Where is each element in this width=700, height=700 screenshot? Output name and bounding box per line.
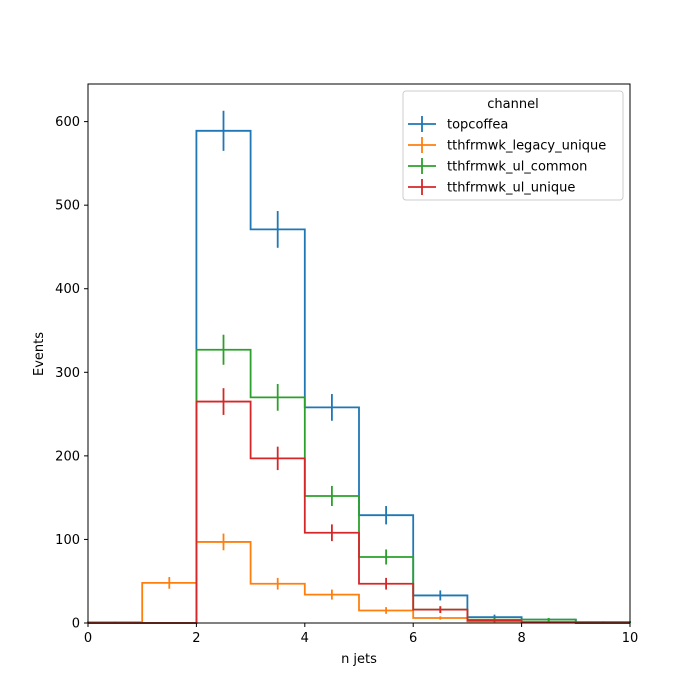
y-tick-label: 400 xyxy=(55,282,80,297)
y-tick-label: 200 xyxy=(55,449,80,464)
legend-entry: tthfrmwk_ul_unique xyxy=(408,179,575,196)
legend-entry: tthfrmwk_ul_common xyxy=(408,158,587,175)
x-tick-label: 0 xyxy=(84,631,92,646)
x-tick-label: 8 xyxy=(517,631,525,646)
legend-label: topcoffea xyxy=(447,118,508,133)
x-tick-label: 2 xyxy=(192,631,200,646)
x-axis-label: n jets xyxy=(341,652,377,667)
legend-entry: tthfrmwk_legacy_unique xyxy=(408,137,606,154)
y-tick-label: 100 xyxy=(55,533,80,548)
y-tick-label: 0 xyxy=(72,617,80,632)
x-tick-label: 10 xyxy=(622,631,639,646)
series-tthfrmwk_ul_unique xyxy=(88,388,630,624)
legend-label: tthfrmwk_ul_common xyxy=(447,160,587,175)
plot-frame xyxy=(87,83,631,624)
plot-layer xyxy=(87,110,631,624)
y-axis-label: Events xyxy=(32,332,47,376)
legend-box xyxy=(402,90,624,201)
y-tick-label: 300 xyxy=(55,366,80,381)
x-tick-label: 4 xyxy=(301,631,309,646)
legend-title: channel xyxy=(487,97,538,112)
legend-label: tthfrmwk_ul_unique xyxy=(447,181,575,196)
y-tick-label: 500 xyxy=(55,199,80,214)
legend-label: tthfrmwk_legacy_unique xyxy=(447,139,606,154)
series-line-tthfrmwk_ul_unique xyxy=(88,400,630,624)
legend-entry: topcoffea xyxy=(408,116,508,133)
y-tick-label: 600 xyxy=(55,115,80,130)
legend: channel topcoffea tthfrmwk_legacy_uniquet… xyxy=(402,90,624,201)
x-tick-label: 6 xyxy=(409,631,417,646)
